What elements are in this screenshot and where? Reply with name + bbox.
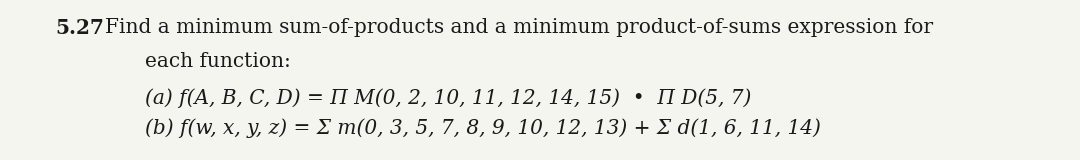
Text: Find a minimum sum-of-products and a minimum product-of-sums expression for: Find a minimum sum-of-products and a min…: [105, 18, 933, 37]
Text: each function:: each function:: [145, 52, 291, 71]
Text: (b) f(w, x, y, z) = Σ m(0, 3, 5, 7, 8, 9, 10, 12, 13) + Σ d(1, 6, 11, 14): (b) f(w, x, y, z) = Σ m(0, 3, 5, 7, 8, 9…: [145, 118, 821, 138]
Text: 5.27: 5.27: [55, 18, 104, 38]
Text: (a) f(A, B, C, D) = Π M(0, 2, 10, 11, 12, 14, 15)  •  Π D(5, 7): (a) f(A, B, C, D) = Π M(0, 2, 10, 11, 12…: [145, 88, 752, 108]
